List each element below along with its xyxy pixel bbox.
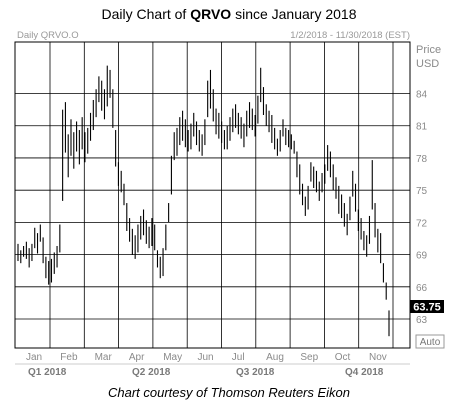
x-tick-label: Jun (198, 352, 214, 363)
x-quarter-label: Q3 2018 (236, 367, 275, 378)
y-tick-label: 81 (416, 122, 428, 133)
y-tick-label: 84 (416, 90, 428, 101)
x-quarter-label: Q4 2018 (345, 367, 384, 378)
chart-grid (14, 41, 411, 349)
x-tick-label: Sep (300, 352, 318, 363)
date-range-label: 1/2/2018 - 11/30/2018 (EST) (290, 30, 410, 41)
chart-title: Daily Chart of QRVO since January 2018 (0, 6, 458, 22)
y-axis-unit: USD (416, 58, 439, 70)
x-quarter-label: Q2 2018 (132, 367, 171, 378)
title-suffix: since January 2018 (231, 6, 357, 22)
x-tick-label: Apr (129, 352, 145, 363)
x-tick-label: Jan (26, 352, 42, 363)
x-tick-label: Mar (95, 352, 113, 363)
title-ticker: QRVO (190, 6, 232, 22)
y-axis: 84 81 78 75 72 69 66 63 (416, 90, 428, 326)
title-prefix: Daily Chart of (101, 6, 191, 22)
auto-scale-button[interactable]: Auto (415, 334, 445, 349)
y-tick-label: 78 (416, 154, 428, 165)
price-bars (17, 65, 390, 337)
auto-scale-label: Auto (420, 337, 441, 348)
x-quarter-label: Q1 2018 (28, 367, 67, 378)
plot-frame (14, 41, 411, 349)
y-tick-label: 66 (416, 283, 428, 294)
x-tick-label: May (163, 352, 182, 363)
last-price-value: 63.75 (413, 302, 441, 314)
y-tick-label: 72 (416, 218, 428, 229)
y-axis-label: Price (416, 44, 441, 56)
x-tick-label: Jul (232, 352, 245, 363)
x-tick-label: Aug (266, 352, 284, 363)
x-tick-label: Nov (369, 352, 387, 363)
y-tick-label: 63 (416, 315, 428, 326)
y-tick-label: 69 (416, 251, 428, 262)
chart-credit: Chart courtesy of Thomson Reuters Eikon (107, 385, 351, 400)
x-tick-label: Feb (60, 352, 78, 363)
x-tick-label: Oct (335, 352, 351, 363)
x-axis: Jan Feb Mar Apr May Jun Jul Aug Sep Oct Nov Q1 2018… (15, 352, 410, 378)
y-tick-label: 75 (416, 186, 428, 197)
last-price-box (410, 300, 444, 313)
auto-scale-box (415, 334, 445, 349)
instrument-label: Daily QRVO.O (17, 30, 79, 41)
last-price-tag: 63.75 (410, 300, 444, 314)
